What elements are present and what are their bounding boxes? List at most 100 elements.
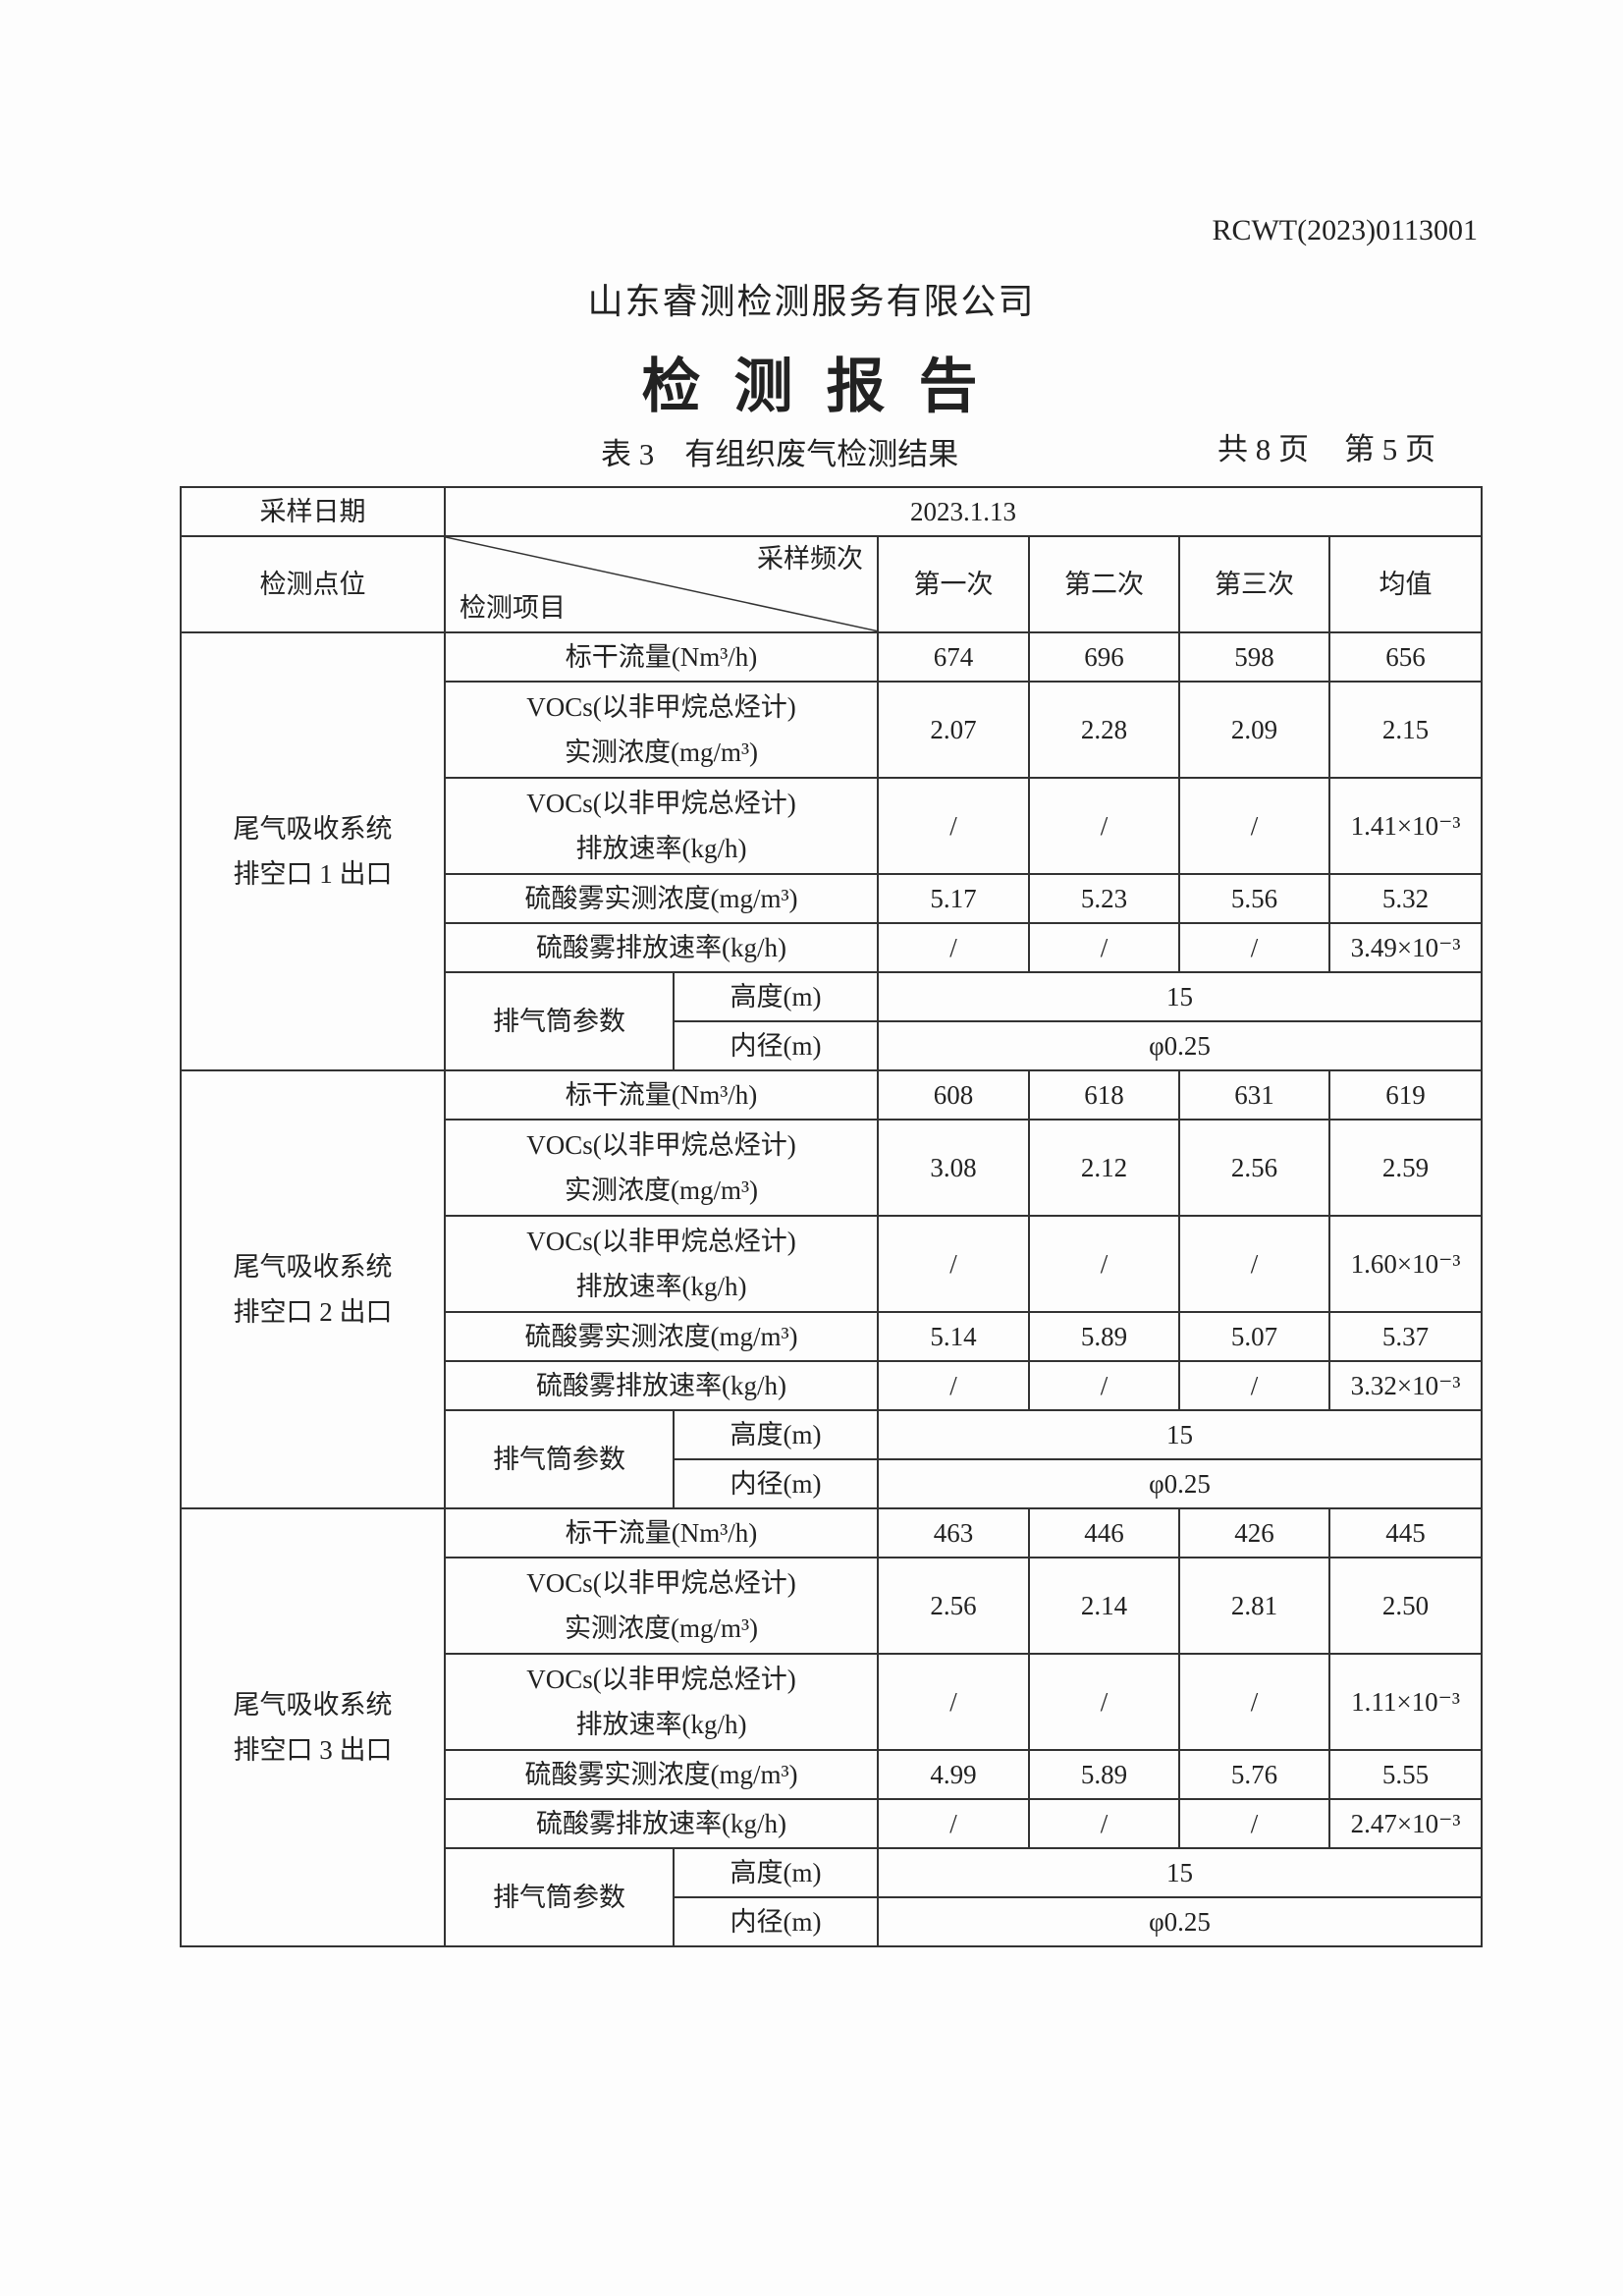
value-cell: / bbox=[1178, 1215, 1330, 1313]
item-line: VOCs(以非甲烷总烃计) bbox=[526, 1568, 796, 1598]
col-header: 第三次 bbox=[1178, 535, 1330, 633]
value-cell: 2.28 bbox=[1028, 681, 1180, 779]
table-row: 硫酸雾实测浓度(mg/m³) 4.99 5.89 5.76 5.55 bbox=[181, 1749, 1484, 1800]
report-title: 检测报告 bbox=[641, 355, 1011, 419]
stack-params-label: 排气筒参数 bbox=[444, 1847, 675, 1947]
value-cell: 446 bbox=[1028, 1507, 1180, 1558]
col-header: 第一次 bbox=[877, 535, 1030, 633]
item-flow: 标干流量(Nm³/h) bbox=[444, 1507, 879, 1558]
value-cell: / bbox=[1028, 1360, 1180, 1411]
diameter-value: φ0.25 bbox=[876, 1896, 1484, 1947]
value-cell: / bbox=[1028, 777, 1180, 875]
value-cell: 619 bbox=[1327, 1069, 1484, 1121]
page-info: 共 8 页 第 5 页 bbox=[1217, 424, 1471, 468]
value-cell: 5.17 bbox=[877, 873, 1030, 924]
value-cell: / bbox=[1028, 1653, 1180, 1751]
value-cell: 2.14 bbox=[1028, 1557, 1180, 1655]
value-cell: 5.23 bbox=[1028, 873, 1180, 924]
value-cell: 1.60×10⁻³ bbox=[1327, 1215, 1484, 1313]
item-voc-rate: VOCs(以非甲烷总烃计) 排放速率(kg/h) bbox=[444, 1215, 879, 1313]
value-cell: 2.56 bbox=[1178, 1119, 1330, 1217]
value-cell: 2.09 bbox=[1178, 681, 1330, 779]
value-cell: 674 bbox=[877, 631, 1030, 683]
value-cell: / bbox=[877, 1360, 1030, 1411]
table-row: 内径(m) φ0.25 bbox=[181, 1896, 1484, 1947]
item-flow: 标干流量(Nm³/h) bbox=[444, 631, 879, 683]
item-line: VOCs(以非甲烷总烃计) bbox=[526, 1130, 796, 1160]
value-cell: 2.81 bbox=[1178, 1557, 1330, 1655]
item-line: 排放速率(kg/h) bbox=[575, 1710, 747, 1739]
item-voc-conc: VOCs(以非甲烷总烃计) 实测浓度(mg/m³) bbox=[444, 681, 879, 779]
value-cell: 618 bbox=[1028, 1069, 1180, 1121]
diameter-value: φ0.25 bbox=[876, 1458, 1484, 1509]
item-line: VOCs(以非甲烷总烃计) bbox=[526, 1665, 796, 1694]
value-cell: 2.56 bbox=[877, 1557, 1030, 1655]
item-h2so4-conc: 硫酸雾实测浓度(mg/m³) bbox=[444, 873, 879, 924]
value-cell: 5.56 bbox=[1178, 873, 1330, 924]
value-cell: 1.41×10⁻³ bbox=[1327, 777, 1484, 875]
page-number: 第 5 页 bbox=[1344, 432, 1435, 466]
table-row: 排气筒参数 高度(m) 15 bbox=[181, 1847, 1484, 1947]
table-row: 排气筒参数 高度(m) 15 bbox=[181, 1409, 1484, 1509]
value-cell: 463 bbox=[877, 1507, 1030, 1558]
table-row: VOCs(以非甲烷总烃计) 实测浓度(mg/m³) 2.07 2.28 2.09 2.15 bbox=[181, 681, 1484, 779]
table-row: VOCs(以非甲烷总烃计) 实测浓度(mg/m³) 3.08 2.12 2.56 2.59 bbox=[181, 1119, 1484, 1217]
value-cell: 5.14 bbox=[877, 1311, 1030, 1362]
date-label: 采样日期 bbox=[180, 486, 446, 537]
table-row: 尾气吸收系统 排空口 2 出口 标干流量(Nm³/h) 608 618 631 619 bbox=[180, 1069, 1484, 1509]
diameter-value: φ0.25 bbox=[876, 1020, 1484, 1071]
stack-params-label: 排气筒参数 bbox=[444, 971, 675, 1071]
item-h2so4-rate: 硫酸雾排放速率(kg/h) bbox=[444, 1360, 879, 1411]
point-line-2: 排空口 3 出口 bbox=[233, 1735, 393, 1765]
value-cell: 3.08 bbox=[877, 1119, 1030, 1217]
point-line-2: 排空口 1 出口 bbox=[233, 859, 393, 889]
height-value: 15 bbox=[876, 1409, 1484, 1460]
table-row: 硫酸雾排放速率(kg/h) / //3.32×10⁻³ bbox=[181, 1360, 1484, 1411]
value-cell: / bbox=[1028, 1215, 1180, 1313]
item-label: 检测项目 bbox=[460, 593, 566, 623]
value-cell: 5.55 bbox=[1327, 1749, 1484, 1800]
value-cell: 5.37 bbox=[1327, 1311, 1484, 1362]
date-row: 采样日期 2023.1.13 bbox=[180, 486, 1484, 537]
diameter-label: 内径(m) bbox=[673, 1896, 879, 1947]
table-row: 硫酸雾实测浓度(mg/m³) 5.14 5.89 5.07 5.37 bbox=[181, 1311, 1484, 1362]
point-line-1: 尾气吸收系统 bbox=[233, 814, 393, 844]
col-header: 第二次 bbox=[1028, 535, 1180, 633]
value-cell: / bbox=[877, 1653, 1030, 1751]
table-row: 硫酸雾排放速率(kg/h) / //3.49×10⁻³ bbox=[181, 922, 1484, 973]
item-line: 排放速率(kg/h) bbox=[575, 834, 747, 863]
value-cell: 5.07 bbox=[1178, 1311, 1330, 1362]
height-value: 15 bbox=[876, 1847, 1484, 1898]
table-row: 排气筒参数 高度(m) 15 bbox=[181, 971, 1484, 1071]
monitoring-point: 尾气吸收系统 排空口 3 出口 bbox=[180, 1507, 446, 1947]
date-value: 2023.1.13 bbox=[443, 486, 1484, 537]
stack-params-label: 排气筒参数 bbox=[444, 1409, 675, 1509]
value-cell: 2.59 bbox=[1327, 1119, 1484, 1217]
value-cell: / bbox=[877, 1798, 1030, 1849]
table-row: 硫酸雾排放速率(kg/h) / //2.47×10⁻³ bbox=[181, 1798, 1484, 1849]
results-table: 采样日期 2023.1.13 检测点位 采样频次 检测项目 第一次 第二次 第三… bbox=[180, 486, 1484, 1947]
table-row: 内径(m) φ0.25 bbox=[181, 1458, 1484, 1509]
height-label: 高度(m) bbox=[673, 1409, 879, 1460]
item-h2so4-rate: 硫酸雾排放速率(kg/h) bbox=[444, 922, 879, 973]
value-cell: / bbox=[1178, 1360, 1330, 1411]
point-line-2: 排空口 2 出口 bbox=[233, 1297, 393, 1327]
table-row: VOCs(以非甲烷总烃计) 排放速率(kg/h) / //1.41×10⁻³ bbox=[181, 777, 1484, 875]
item-line: 实测浓度(mg/m³) bbox=[564, 1613, 759, 1643]
value-cell: 5.89 bbox=[1028, 1749, 1180, 1800]
height-value: 15 bbox=[876, 971, 1484, 1022]
item-voc-conc: VOCs(以非甲烷总烃计) 实测浓度(mg/m³) bbox=[444, 1557, 879, 1655]
value-cell: / bbox=[877, 777, 1030, 875]
item-flow: 标干流量(Nm³/h) bbox=[444, 1069, 879, 1121]
height-label: 高度(m) bbox=[673, 971, 879, 1022]
value-cell: / bbox=[877, 922, 1030, 973]
value-cell: / bbox=[877, 1215, 1030, 1313]
diameter-label: 内径(m) bbox=[673, 1458, 879, 1509]
item-voc-conc: VOCs(以非甲烷总烃计) 实测浓度(mg/m³) bbox=[444, 1119, 879, 1217]
value-cell: 598 bbox=[1178, 631, 1330, 683]
table-row: 硫酸雾实测浓度(mg/m³) 5.17 5.23 5.56 5.32 bbox=[181, 873, 1484, 924]
header-row: 检测点位 采样频次 检测项目 第一次 第二次 第三次 均值 bbox=[180, 535, 1484, 633]
value-cell: 696 bbox=[1028, 631, 1180, 683]
value-cell: 2.12 bbox=[1028, 1119, 1180, 1217]
